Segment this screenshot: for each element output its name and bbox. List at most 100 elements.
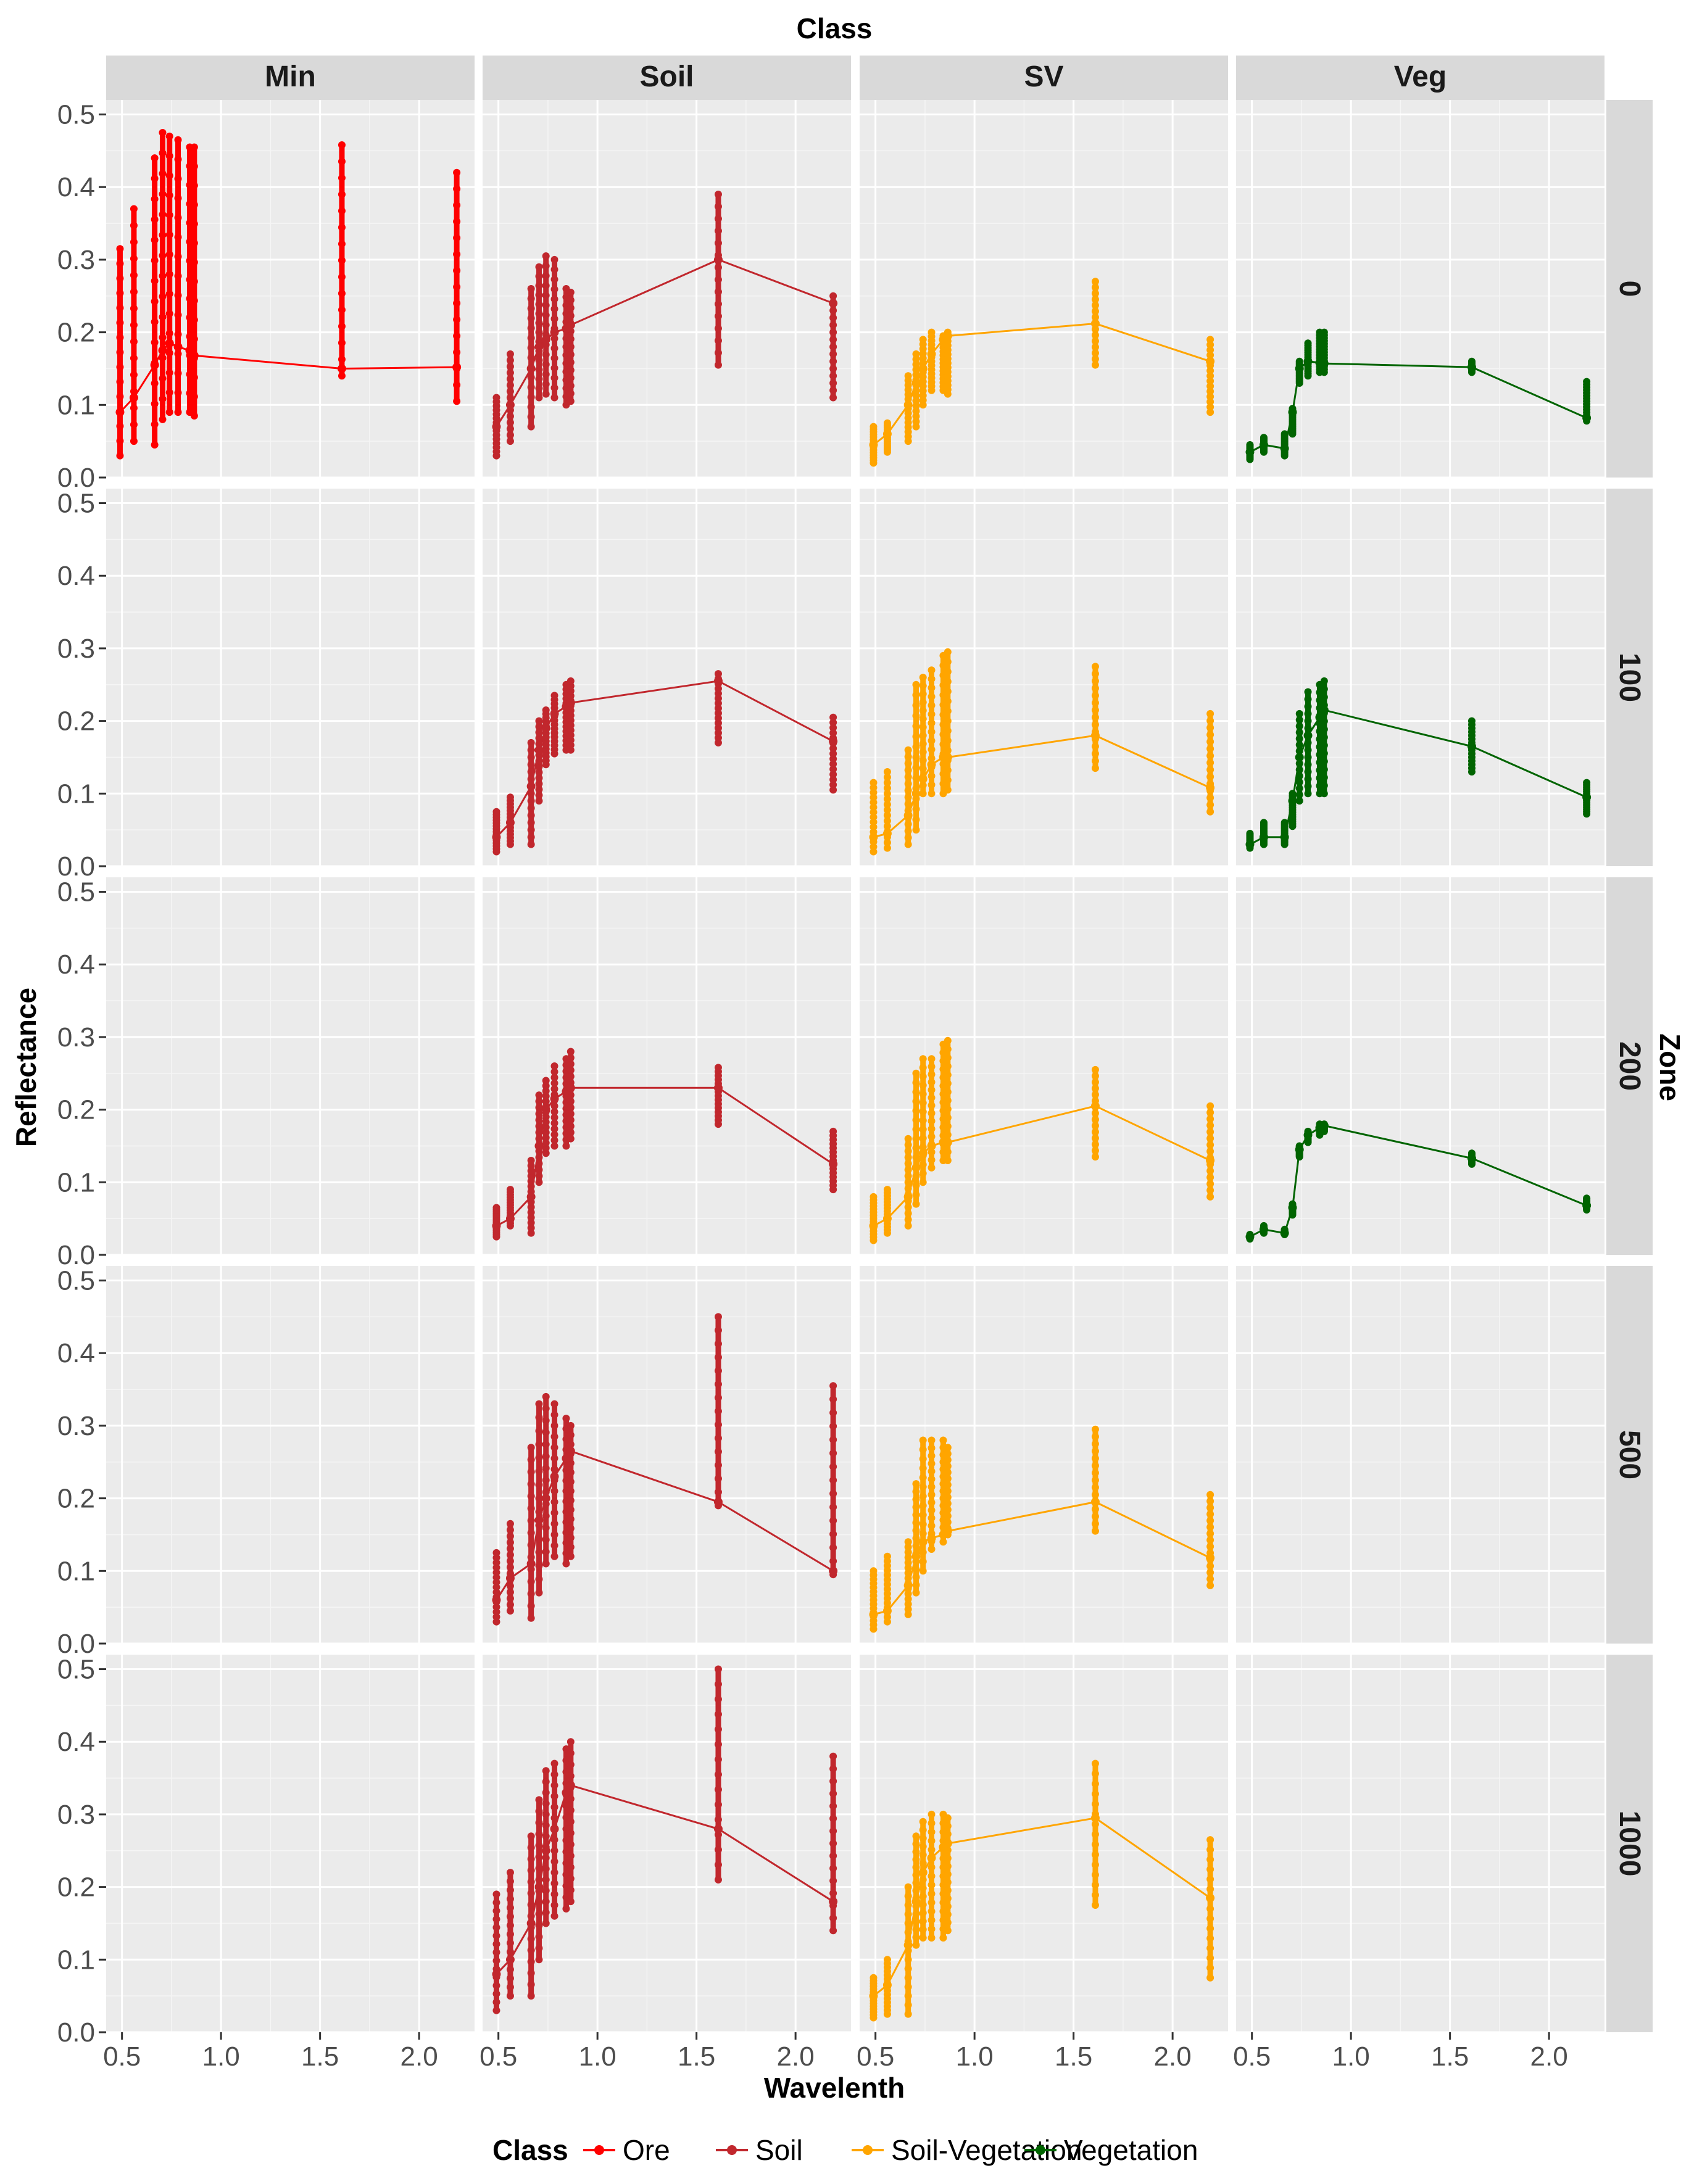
panel-background bbox=[1236, 877, 1604, 1255]
data-point bbox=[919, 1892, 927, 1900]
data-point bbox=[492, 1890, 500, 1898]
data-point bbox=[550, 384, 558, 392]
data-point bbox=[190, 181, 198, 189]
data-point bbox=[1320, 774, 1328, 782]
data-point bbox=[1304, 717, 1312, 725]
data-point bbox=[1091, 1780, 1099, 1788]
data-point bbox=[506, 431, 514, 439]
data-point bbox=[829, 379, 837, 387]
data-point bbox=[928, 1506, 936, 1514]
data-point bbox=[919, 1455, 927, 1463]
data-point bbox=[116, 437, 124, 445]
data-point bbox=[919, 1529, 927, 1537]
series-soil bbox=[492, 670, 838, 856]
mean-point bbox=[492, 422, 501, 431]
data-point bbox=[174, 350, 182, 358]
data-point bbox=[535, 1178, 543, 1186]
data-point bbox=[527, 403, 535, 411]
data-point bbox=[1091, 1800, 1099, 1808]
data-point bbox=[550, 344, 558, 352]
data-point bbox=[535, 797, 543, 805]
data-point bbox=[1206, 1568, 1214, 1576]
data-point bbox=[714, 1421, 722, 1429]
data-point bbox=[1246, 830, 1254, 838]
y-tick-label: 0.2 bbox=[57, 706, 95, 737]
data-point bbox=[939, 1538, 947, 1546]
data-point bbox=[535, 722, 543, 730]
data-point bbox=[492, 1204, 500, 1212]
mean-point bbox=[492, 1595, 501, 1605]
data-point bbox=[928, 1460, 936, 1468]
data-point bbox=[1583, 1194, 1591, 1202]
data-point bbox=[919, 1520, 927, 1528]
data-point bbox=[1091, 1520, 1099, 1528]
data-point bbox=[944, 786, 952, 794]
data-point bbox=[453, 250, 461, 259]
data-point bbox=[1091, 1505, 1099, 1513]
data-point bbox=[919, 674, 927, 681]
data-point bbox=[550, 1465, 558, 1473]
data-point bbox=[130, 437, 138, 445]
data-point bbox=[944, 737, 952, 745]
data-point bbox=[919, 1826, 927, 1834]
data-point bbox=[912, 1848, 920, 1856]
data-point bbox=[1206, 1974, 1214, 1982]
data-point bbox=[714, 1816, 722, 1824]
data-point bbox=[506, 1563, 514, 1571]
data-point bbox=[338, 223, 346, 231]
data-point bbox=[904, 1549, 912, 1557]
data-point bbox=[535, 281, 543, 289]
data-point bbox=[165, 211, 173, 219]
data-point bbox=[1206, 724, 1214, 732]
data-point bbox=[1206, 1562, 1214, 1570]
data-point bbox=[130, 404, 138, 412]
data-point bbox=[1091, 289, 1099, 297]
data-point bbox=[944, 1114, 952, 1122]
data-point bbox=[919, 1064, 927, 1072]
mean-point bbox=[1090, 1497, 1100, 1507]
data-point bbox=[116, 304, 124, 312]
data-point bbox=[535, 768, 543, 776]
data-point bbox=[567, 1863, 575, 1871]
data-point bbox=[1206, 745, 1214, 753]
y-tick-label: 0.2 bbox=[57, 1095, 95, 1125]
data-point bbox=[506, 1895, 514, 1903]
mean-point bbox=[911, 1552, 921, 1561]
mean-point bbox=[829, 737, 838, 746]
data-point bbox=[550, 1068, 558, 1076]
x-tick-label: 1.0 bbox=[956, 2041, 994, 2072]
data-point bbox=[928, 1055, 936, 1063]
data-point bbox=[190, 162, 198, 170]
y-axis-label: Reflectance bbox=[10, 988, 42, 1147]
data-point bbox=[928, 1436, 936, 1444]
data-point bbox=[453, 168, 461, 176]
data-point bbox=[550, 1847, 558, 1855]
data-point bbox=[550, 1125, 558, 1133]
data-point bbox=[904, 1166, 912, 1174]
data-point bbox=[1206, 1504, 1214, 1512]
data-point bbox=[714, 1846, 722, 1854]
data-point bbox=[506, 1520, 514, 1528]
mean-point bbox=[1090, 319, 1100, 328]
data-point bbox=[1295, 722, 1303, 730]
data-point bbox=[1206, 794, 1214, 802]
data-point bbox=[883, 806, 891, 814]
data-point bbox=[939, 1436, 947, 1444]
panel-background bbox=[483, 877, 851, 1255]
series-vegetation bbox=[1245, 328, 1592, 463]
data-point bbox=[527, 1992, 535, 2000]
data-point bbox=[1304, 753, 1312, 761]
panel-background bbox=[106, 1655, 475, 2032]
data-point bbox=[829, 1408, 837, 1417]
data-point bbox=[919, 1055, 927, 1063]
mean-point bbox=[1582, 413, 1592, 423]
y-tick-label: 0.5 bbox=[57, 1655, 95, 1685]
data-point bbox=[928, 1863, 936, 1871]
data-point bbox=[919, 1090, 927, 1098]
data-point bbox=[550, 1487, 558, 1495]
data-point bbox=[1091, 1820, 1099, 1828]
row-strip-label-200: 200 bbox=[1613, 1041, 1646, 1091]
x-tick-label: 1.5 bbox=[678, 2041, 715, 2072]
data-point bbox=[527, 1578, 535, 1586]
data-point bbox=[912, 1879, 920, 1887]
